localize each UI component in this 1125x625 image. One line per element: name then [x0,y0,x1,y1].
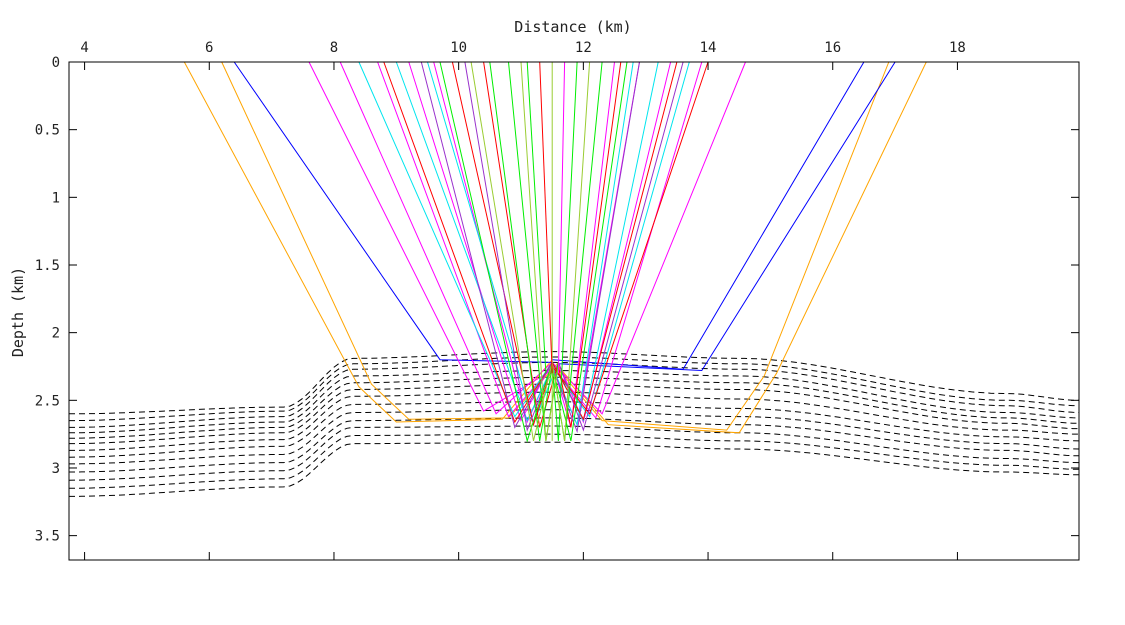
ray-path-1 [183,61,553,423]
layer-boundary-13 [69,441,1079,497]
ray-path-37 [551,61,628,442]
ray-path-41 [520,61,559,441]
ray-path-30 [420,61,553,429]
ray-path-21 [551,61,690,418]
y-tick-label: 0 [52,55,60,71]
y-tick-label: 0.5 [35,123,60,139]
x-tick-label: 8 [330,40,338,56]
x-tick-label: 10 [450,40,467,56]
ray-path-40 [470,61,553,442]
ray-path-42 [551,61,591,441]
x-axis-ticks: 4 6 8 10 12 14 16 18 [80,40,966,560]
ray-path-9 [339,61,553,415]
y-axis-ticks: 0 0.5 1 1.5 2 2.5 3 3.5 [35,55,1079,545]
ray-paths [183,61,927,443]
ray-path-27 [551,61,709,415]
ray-path-6 [552,61,865,370]
layer-boundary-10 [69,417,1080,473]
y-tick-label: 3.5 [35,529,60,545]
ray-path-4 [551,61,890,431]
ray-path-3 [558,61,927,434]
x-axis-label: Distance (km) [514,18,631,36]
x-tick-label: 14 [700,40,717,56]
y-tick-label: 2 [52,326,60,342]
y-tick-label: 3 [52,461,60,477]
ray-path-24 [383,61,553,424]
y-tick-label: 1.5 [35,258,60,274]
ray-path-19 [395,61,553,422]
layer-boundary-5 [69,376,1080,439]
ray-path-15 [557,61,672,424]
ray-path-45 [557,61,566,374]
x-tick-label: 6 [205,40,213,56]
ray-path-46 [526,61,547,374]
ray-path-33 [551,61,640,434]
ray-path-44 [539,61,553,374]
x-tick-label: 16 [824,40,841,56]
x-tick-label: 18 [949,40,966,56]
ray-path-25 [451,61,553,427]
ray-path-8 [308,61,559,412]
ray-path-29 [557,61,622,428]
y-axis-label: Depth (km) [9,267,27,357]
x-tick-label: 4 [80,40,88,56]
ray-path-28 [551,61,678,421]
ray-path-2 [221,61,559,420]
x-tick-label: 12 [575,40,592,56]
ray-path-23 [551,61,634,427]
layer-boundary-2 [69,356,1080,422]
layer-boundary-1 [69,351,1080,415]
y-tick-label: 1 [52,190,60,206]
layer-boundary-6 [69,383,1080,445]
layer-boundary-3 [69,361,1080,428]
ray-path-32 [557,61,684,432]
layer-boundary-11 [68,425,1080,481]
ray-path-34 [439,61,553,443]
y-tick-label: 2.5 [35,393,60,409]
ray-path-5 [233,61,553,363]
ray-path-35 [489,61,553,441]
layer-boundary-4 [69,370,1080,434]
plot-frame [68,61,1080,561]
